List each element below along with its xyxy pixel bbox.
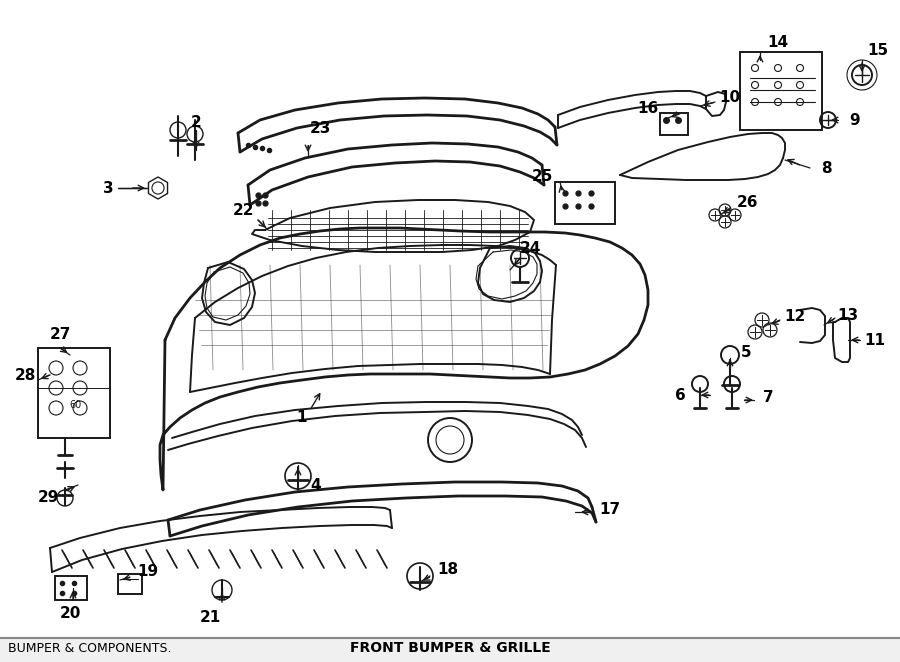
Text: 4: 4 bbox=[310, 479, 321, 493]
Text: 22: 22 bbox=[232, 203, 254, 218]
Text: 21: 21 bbox=[200, 610, 220, 626]
Text: 5: 5 bbox=[741, 344, 751, 359]
Bar bbox=[555, 182, 615, 224]
Text: 10: 10 bbox=[719, 89, 741, 105]
Text: 15: 15 bbox=[868, 42, 888, 58]
Text: 27: 27 bbox=[50, 326, 71, 342]
Text: 28: 28 bbox=[14, 367, 36, 383]
Text: 17: 17 bbox=[599, 502, 621, 518]
Text: 2: 2 bbox=[191, 115, 202, 130]
Text: 29: 29 bbox=[37, 491, 58, 506]
Text: 19: 19 bbox=[138, 565, 158, 579]
Text: 20: 20 bbox=[59, 606, 81, 622]
Bar bbox=[38, 348, 110, 438]
Bar bbox=[660, 113, 688, 135]
Text: 6: 6 bbox=[675, 387, 686, 402]
Text: FRONT BUMPER & GRILLE: FRONT BUMPER & GRILLE bbox=[349, 641, 551, 655]
Text: 26: 26 bbox=[737, 195, 759, 209]
Text: 7: 7 bbox=[762, 391, 773, 406]
Text: 23: 23 bbox=[310, 120, 330, 136]
Bar bbox=[740, 52, 822, 130]
Bar bbox=[118, 574, 142, 594]
Text: 1: 1 bbox=[297, 410, 307, 426]
Text: 13: 13 bbox=[837, 308, 859, 322]
Text: 12: 12 bbox=[785, 308, 806, 324]
Bar bbox=[55, 576, 87, 600]
Text: 25: 25 bbox=[531, 169, 553, 183]
Text: 60: 60 bbox=[69, 400, 81, 410]
Text: 24: 24 bbox=[519, 240, 541, 256]
Text: 9: 9 bbox=[850, 113, 860, 128]
Bar bbox=[0, 638, 900, 662]
Text: 14: 14 bbox=[768, 34, 788, 50]
Text: 11: 11 bbox=[865, 332, 886, 348]
Text: 18: 18 bbox=[437, 563, 459, 577]
Text: 8: 8 bbox=[821, 160, 832, 175]
Text: 3: 3 bbox=[103, 181, 113, 195]
Text: BUMPER & COMPONENTS.: BUMPER & COMPONENTS. bbox=[8, 641, 172, 655]
Text: 16: 16 bbox=[637, 101, 659, 115]
